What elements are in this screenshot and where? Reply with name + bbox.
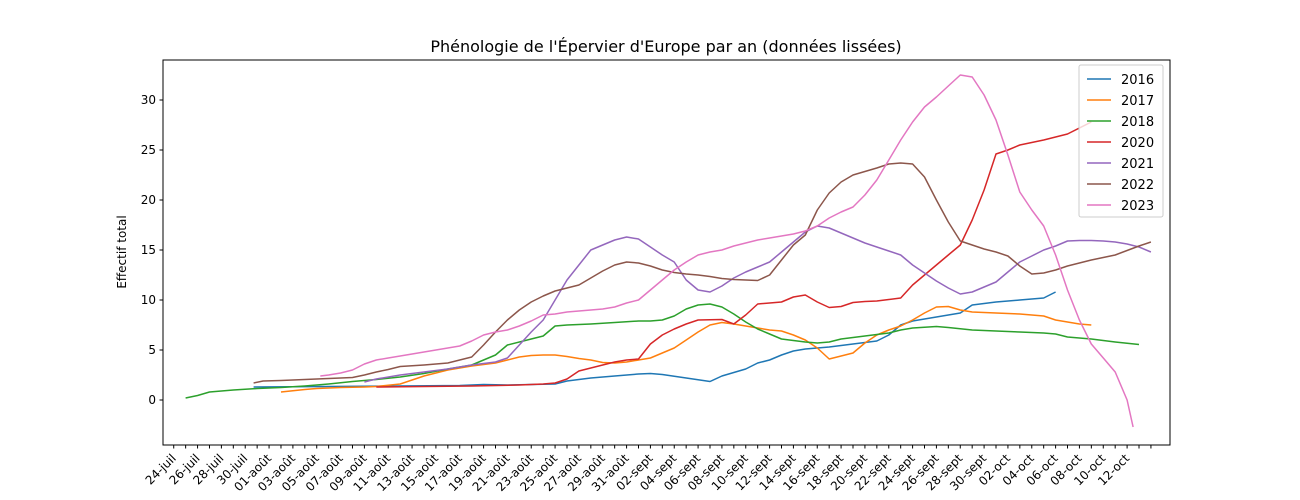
legend-label-2023: 2023 (1121, 199, 1154, 214)
legend-label-2022: 2022 (1121, 178, 1154, 193)
y-tick-label: 5 (148, 343, 156, 357)
y-axis-label: Effectif total (115, 215, 129, 288)
legend-label-2018: 2018 (1121, 115, 1154, 130)
legend: 2016 2017 2018 2020 2021 2022 2023 (1078, 64, 1164, 218)
plot-frame (162, 59, 1171, 446)
plot-area (162, 59, 1171, 446)
y-tick-label: 20 (141, 193, 156, 207)
y-tick-label: 10 (141, 293, 156, 307)
x-axis: 24-juil26-juil28-juil30-juil01-août03-ao… (143, 445, 1152, 494)
legend-label-2020: 2020 (1121, 136, 1154, 151)
y-tick-label: 0 (148, 393, 156, 407)
legend-box (1078, 64, 1164, 218)
y-axis: 0 5 10 15 20 25 30 (141, 93, 163, 407)
series-line-2018 (185, 303, 1140, 399)
chart-title: Phénologie de l'Épervier d'Europe par an… (430, 37, 901, 56)
series-line-2023 (320, 74, 1134, 428)
legend-label-2017: 2017 (1121, 94, 1154, 109)
series-line-2021 (364, 225, 1152, 383)
y-tick-label: 25 (141, 143, 156, 157)
y-tick-label: 15 (141, 243, 156, 257)
series-line-2020 (376, 121, 1092, 388)
series-line-2022 (253, 162, 1152, 384)
series-line-2017 (280, 305, 1092, 393)
series-layer (185, 74, 1152, 428)
legend-label-2016: 2016 (1121, 73, 1154, 88)
series-line-2016 (253, 291, 1056, 388)
y-tick-label: 30 (141, 93, 156, 107)
legend-label-2021: 2021 (1121, 157, 1154, 172)
